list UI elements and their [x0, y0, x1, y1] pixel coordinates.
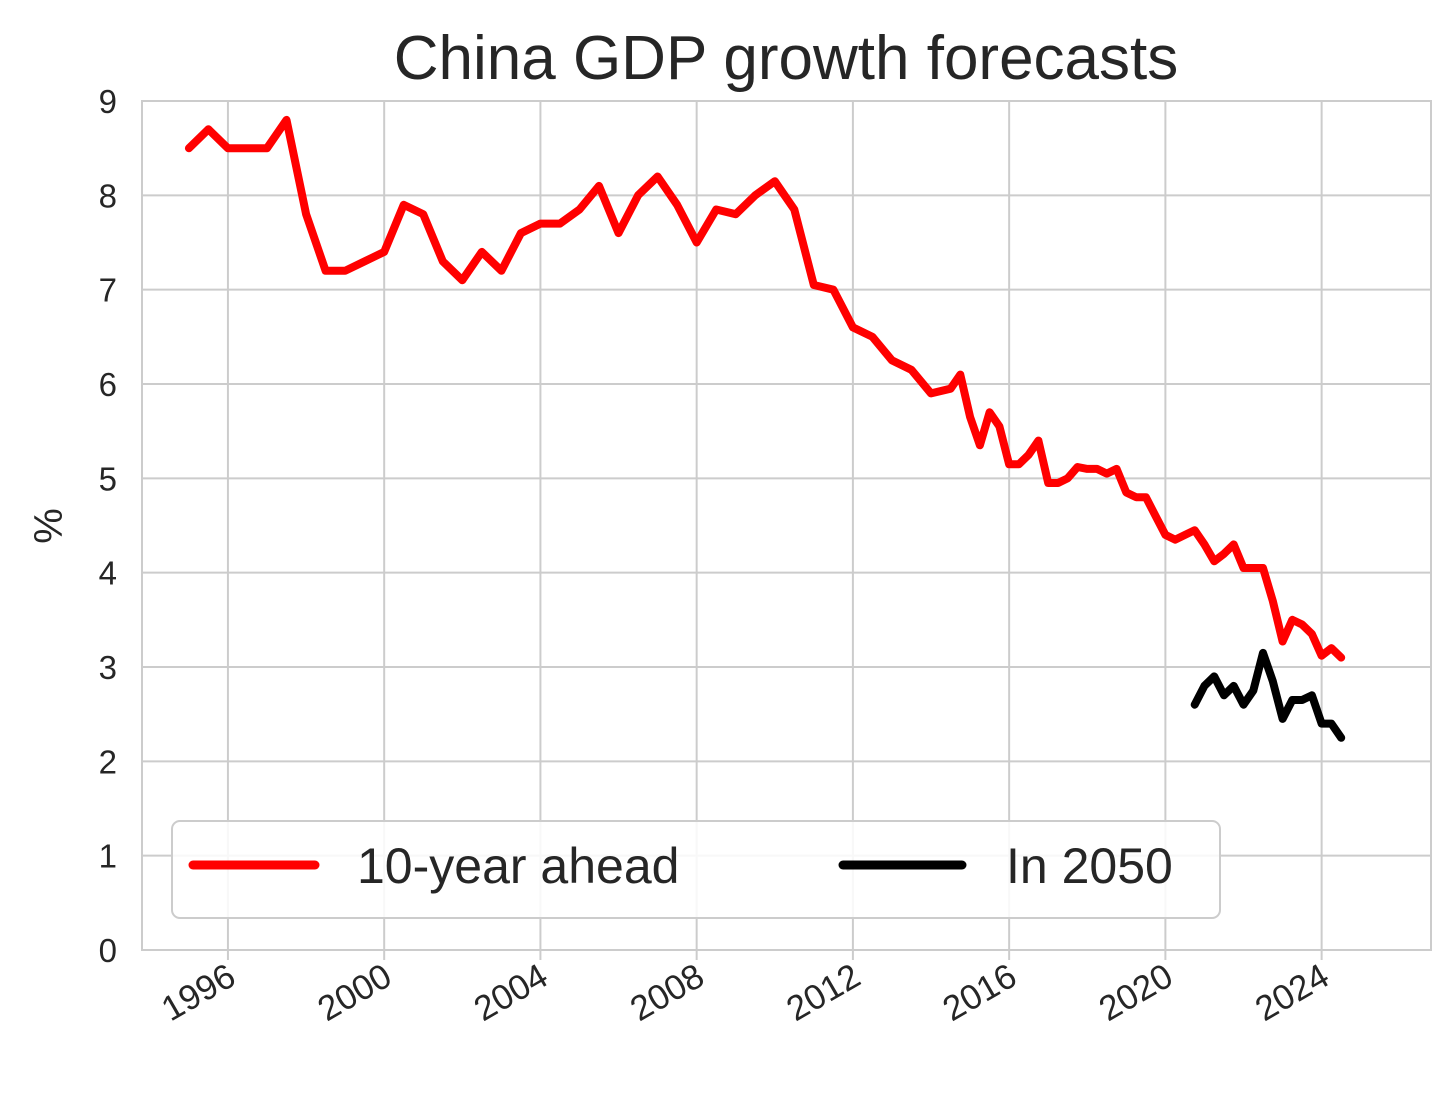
series-line-1 [1190, 648, 1346, 742]
y-tick-label: 2 [99, 743, 117, 780]
x-tick-label: 2016 [936, 956, 1023, 1029]
y-tick-label: 5 [99, 460, 117, 497]
x-tick-label: 2024 [1249, 956, 1336, 1029]
x-tick-label: 1996 [155, 956, 242, 1029]
y-tick-label: 1 [99, 838, 117, 875]
x-tick-label: 2012 [780, 956, 867, 1029]
legend-box [171, 820, 1221, 919]
x-tick-label: 2004 [467, 956, 554, 1029]
series-lines [184, 115, 1346, 742]
series-line-0 [184, 115, 1346, 662]
y-tick-label: 3 [99, 649, 117, 686]
y-tick-label: 8 [99, 177, 117, 214]
x-tick-label: 2020 [1092, 956, 1179, 1029]
x-tick-label: 2000 [311, 956, 398, 1029]
y-tick-label: 0 [99, 932, 117, 969]
y-tick-labels: 0 1 2 3 4 5 6 7 8 9 [99, 83, 117, 969]
y-tick-label: 6 [99, 366, 117, 403]
plot-frame [141, 100, 1432, 951]
y-tick-label: 7 [99, 272, 117, 309]
legend-label-10-year-ahead: 10-year ahead [357, 838, 679, 894]
y-axis-label: % [27, 508, 71, 544]
legend-label-in-2050: In 2050 [1006, 838, 1173, 894]
y-tick-label: 9 [99, 83, 117, 120]
x-tick-label: 2008 [624, 956, 711, 1029]
legend: 10-year ahead In 2050 [171, 820, 1221, 919]
gridlines [142, 100, 1431, 960]
y-tick-label: 4 [99, 555, 117, 592]
chart-title: China GDP growth forecasts [394, 24, 1179, 93]
x-tick-labels: 1996 2000 2004 2008 2012 2016 2020 2024 [155, 956, 1336, 1029]
